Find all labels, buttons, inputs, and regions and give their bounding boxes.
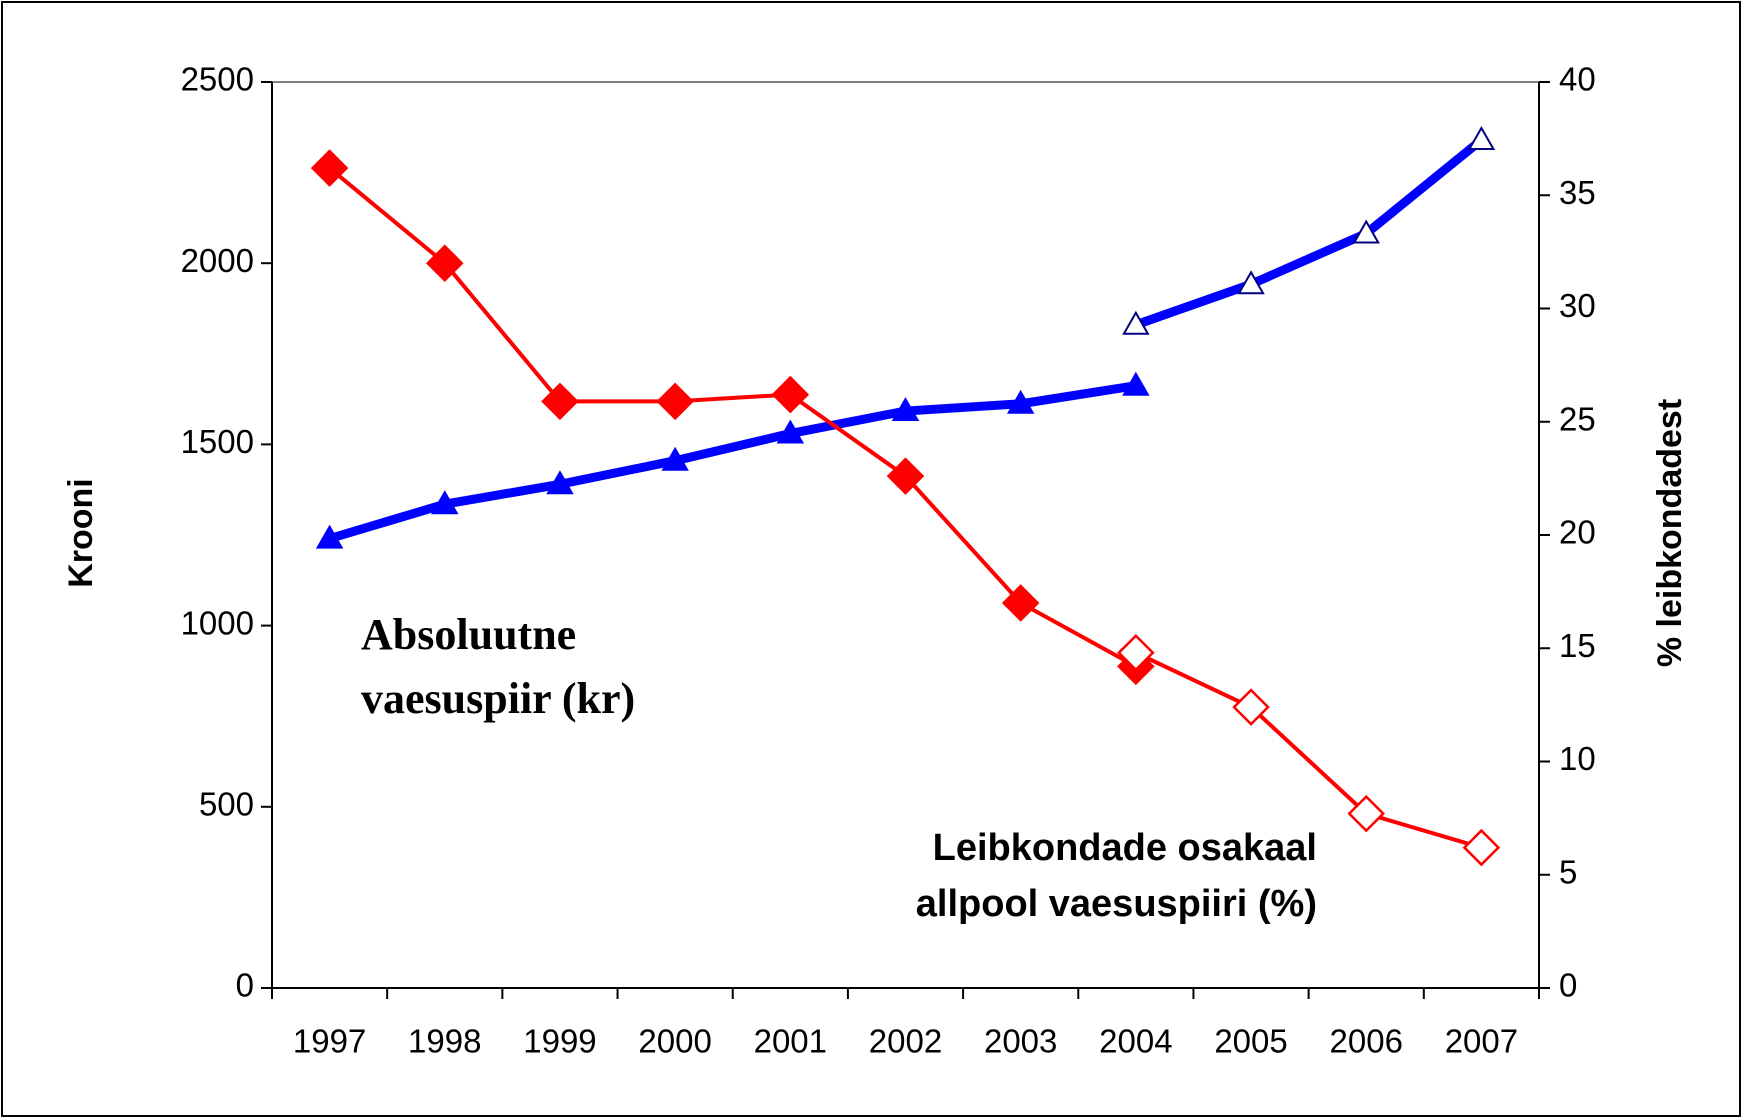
series-line bbox=[328, 166, 1137, 669]
x-tick-label: 2003 bbox=[984, 1023, 1057, 1060]
y-tick-label: 0 bbox=[236, 967, 254, 1004]
y2-tick-label: 30 bbox=[1559, 287, 1596, 324]
marker bbox=[426, 244, 464, 282]
series-line bbox=[328, 381, 1137, 543]
annotation: vaesuspiir (kr) bbox=[361, 674, 635, 723]
y2-tick-label: 15 bbox=[1559, 627, 1596, 664]
marker bbox=[656, 382, 694, 421]
marker bbox=[776, 419, 805, 444]
x-tick-label: 2001 bbox=[754, 1023, 827, 1060]
x-tick-label: 2004 bbox=[1099, 1023, 1172, 1060]
marker bbox=[886, 457, 925, 495]
marker bbox=[771, 375, 810, 414]
marker bbox=[315, 524, 344, 549]
marker bbox=[1347, 794, 1385, 833]
marker bbox=[1122, 310, 1150, 335]
annotation: Leibkondade osakaal bbox=[933, 827, 1317, 869]
x-tick-label: 1997 bbox=[293, 1023, 366, 1060]
marker bbox=[541, 382, 579, 421]
x-tick-label: 1999 bbox=[523, 1023, 596, 1060]
y-tick-label: 1500 bbox=[181, 423, 254, 460]
marker bbox=[1232, 688, 1270, 726]
y-axis-title: Krooni bbox=[62, 478, 100, 588]
x-tick-label: 2002 bbox=[869, 1023, 942, 1060]
marker bbox=[661, 446, 689, 471]
x-tick-label: 1998 bbox=[408, 1023, 481, 1060]
marker bbox=[1352, 219, 1380, 244]
marker bbox=[1117, 634, 1155, 672]
annotation: Absoluutne bbox=[361, 610, 576, 659]
x-tick-label: 2007 bbox=[1445, 1023, 1518, 1060]
series-line bbox=[1135, 650, 1482, 850]
marker bbox=[1122, 371, 1150, 396]
y2-tick-label: 5 bbox=[1559, 853, 1577, 890]
annotation: allpool vaesuspiiri (%) bbox=[916, 883, 1317, 925]
y2-tick-label: 25 bbox=[1559, 400, 1596, 437]
y2-tick-label: 35 bbox=[1559, 174, 1596, 211]
x-tick-label: 2006 bbox=[1330, 1023, 1403, 1060]
marker bbox=[431, 490, 459, 515]
y2-tick-label: 10 bbox=[1559, 740, 1596, 777]
marker bbox=[1237, 270, 1265, 295]
marker bbox=[1001, 584, 1040, 622]
y2-tick-label: 0 bbox=[1559, 967, 1577, 1004]
y2-tick-label: 20 bbox=[1559, 514, 1596, 551]
series-line bbox=[1134, 136, 1485, 330]
y-tick-label: 2500 bbox=[181, 61, 254, 98]
marker bbox=[1467, 125, 1496, 150]
marker bbox=[1462, 828, 1501, 867]
x-tick-label: 2005 bbox=[1214, 1023, 1287, 1060]
marker bbox=[891, 397, 920, 422]
y2-axis-title: % leibkondadest bbox=[1651, 399, 1689, 667]
y-tick-label: 1000 bbox=[181, 604, 254, 641]
marker bbox=[546, 470, 574, 495]
marker bbox=[1006, 389, 1035, 414]
marker bbox=[310, 149, 349, 187]
x-tick-label: 2000 bbox=[638, 1023, 711, 1060]
y-tick-label: 2000 bbox=[181, 242, 254, 279]
y-tick-label: 500 bbox=[199, 786, 254, 823]
y2-tick-label: 40 bbox=[1559, 61, 1596, 98]
